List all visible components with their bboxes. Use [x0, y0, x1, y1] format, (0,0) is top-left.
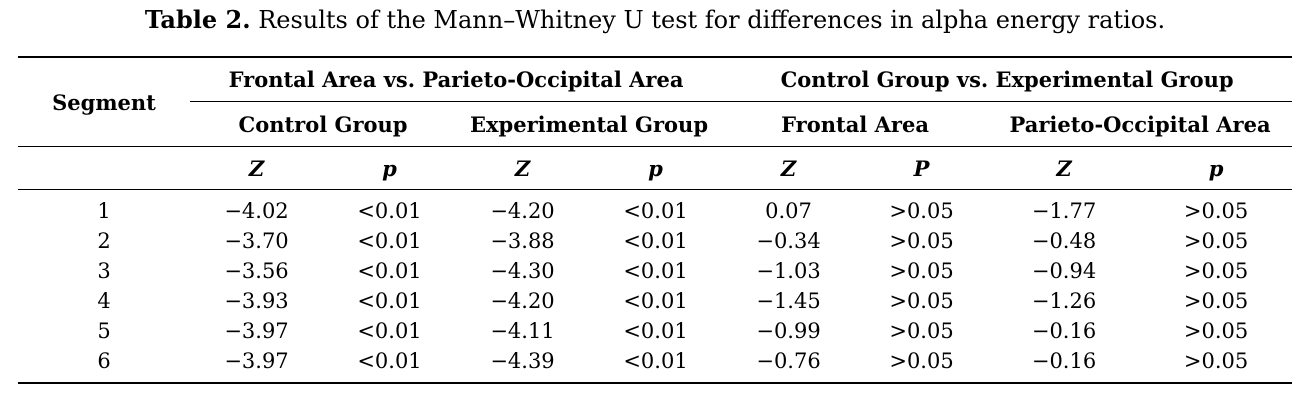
table-body: 1 −4.02 <0.01 −4.20 <0.01 0.07 >0.05 −1.…	[18, 190, 1293, 384]
table-row: 4 −3.93 <0.01 −4.20 <0.01 −1.45 >0.05 −1…	[18, 286, 1292, 316]
table-cell: >0.05	[1140, 346, 1293, 384]
stat-header: p	[589, 146, 723, 190]
table-cell: <0.01	[623, 199, 688, 223]
table-row: 3 −3.56 <0.01 −4.30 <0.01 −1.03 >0.05 −0…	[18, 256, 1292, 286]
stat-header: p	[323, 146, 456, 190]
subheader-parieto-occipital-area: Parieto-Occipital Area	[988, 101, 1293, 147]
table-cell: >0.05	[1183, 199, 1249, 223]
table-cell: −3.70	[224, 229, 289, 253]
table-cell: −1.45	[756, 289, 821, 313]
table-cell: −0.94	[1031, 259, 1097, 283]
table-row: 6 −3.97 <0.01 −4.39 <0.01 −0.76 >0.05 −0…	[18, 346, 1293, 384]
table-cell: −4.02	[224, 199, 289, 223]
table-cell: 3	[97, 259, 111, 283]
subheader-control-group: Control Group	[190, 101, 456, 147]
table-cell: 1	[97, 199, 111, 223]
table-cell: <0.01	[623, 229, 688, 253]
table-cell: <0.01	[357, 199, 422, 223]
table-cell: −3.56	[224, 259, 289, 283]
table-cell: −4.30	[490, 259, 555, 283]
table-row: 2 −3.70 <0.01 −3.88 <0.01 −0.34 >0.05 −0…	[18, 226, 1292, 256]
results-table: Segment Frontal Area vs. Parieto-Occipit…	[18, 56, 1293, 384]
table-cell: >0.05	[889, 319, 954, 343]
subheader-experimental-group: Experimental Group	[456, 101, 723, 147]
table-caption: Table 2. Results of the Mann–Whitney U t…	[0, 4, 1310, 36]
table-cell: <0.01	[623, 259, 688, 283]
table-cell: <0.01	[623, 319, 688, 343]
table-row: 1 −4.02 <0.01 −4.20 <0.01 0.07 >0.05 −1.…	[18, 190, 1292, 227]
table-cell: −4.11	[490, 319, 555, 343]
table-cell: −3.88	[490, 229, 555, 253]
table-cell: 4	[97, 289, 111, 313]
table-cell: −0.34	[756, 229, 821, 253]
table-cell: >0.05	[1183, 319, 1249, 343]
table-cell: <0.01	[357, 259, 422, 283]
table-cell: >0.05	[1183, 289, 1249, 313]
table-cell: −1.03	[756, 259, 821, 283]
table-cell: >0.05	[889, 199, 954, 223]
table-cell: −4.20	[490, 289, 555, 313]
table-row: 5 −3.97 <0.01 −4.11 <0.01 −0.99 >0.05 −0…	[18, 316, 1292, 346]
stat-header: Z	[190, 146, 323, 190]
table-cell: −4.20	[490, 199, 555, 223]
table-cell: 5	[97, 319, 111, 343]
table-cell: <0.01	[323, 346, 456, 384]
subheader-frontal-area: Frontal Area	[722, 101, 989, 147]
stat-header: P	[855, 146, 989, 190]
stat-header: p	[1140, 146, 1293, 190]
caption-label: Table 2.	[144, 5, 251, 34]
table-cell: >0.05	[855, 346, 989, 384]
caption-text: Results of the Mann–Whitney U test for d…	[250, 6, 1166, 34]
table-cell: −3.97	[190, 346, 323, 384]
table-cell: >0.05	[889, 259, 954, 283]
table-cell: <0.01	[357, 229, 422, 253]
table-cell: −4.39	[456, 346, 589, 384]
table-cell: −1.77	[1031, 199, 1097, 223]
table-cell: <0.01	[623, 289, 688, 313]
table-cell: −1.26	[1031, 289, 1097, 313]
table-cell: −0.16	[988, 346, 1141, 384]
table-cell: −0.16	[1031, 319, 1097, 343]
table-cell: 6	[18, 346, 190, 384]
table-cell: <0.01	[589, 346, 723, 384]
group-header-group-comparison: Control Group vs. Experimental Group	[722, 56, 1293, 102]
table-cell: <0.01	[357, 319, 422, 343]
table-cell: −3.93	[224, 289, 289, 313]
stat-header: Z	[988, 146, 1141, 190]
table-cell: −0.99	[756, 319, 821, 343]
table-cell: >0.05	[1183, 229, 1249, 253]
table-cell: >0.05	[1183, 259, 1249, 283]
table-cell: >0.05	[889, 229, 954, 253]
stat-header: Z	[456, 146, 589, 190]
table-cell: −3.97	[224, 319, 289, 343]
table-cell: <0.01	[357, 289, 422, 313]
stat-header-blank	[18, 146, 190, 190]
table-cell: −0.76	[722, 346, 856, 384]
table-cell: 0.07	[765, 199, 812, 223]
segment-header: Segment	[18, 56, 190, 147]
group-header-area-comparison: Frontal Area vs. Parieto-Occipital Area	[190, 56, 723, 102]
table-cell: −0.48	[1031, 229, 1097, 253]
stat-header: Z	[722, 146, 856, 190]
table-cell: >0.05	[889, 289, 954, 313]
table-cell: 2	[97, 229, 111, 253]
